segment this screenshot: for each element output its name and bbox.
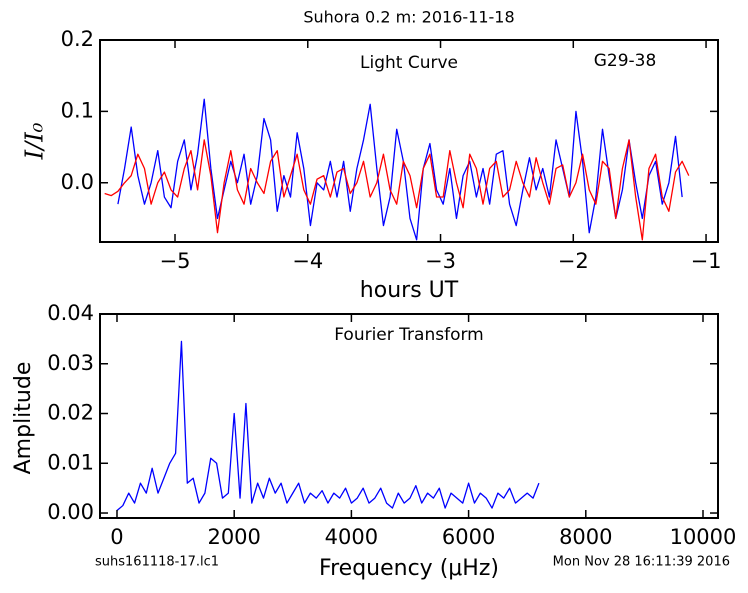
footer-left: suhs161118-17.lc1 [95, 555, 219, 570]
annotation: G29-38 [594, 51, 657, 71]
x-tick-label: −4 [292, 249, 323, 273]
plot-frame [99, 313, 719, 519]
data-line [117, 98, 683, 241]
footer-right: Mon Nov 28 16:11:39 2016 [553, 555, 730, 570]
y-tick-label: 0.1 [61, 98, 94, 122]
x-tick-label: 8000 [559, 525, 612, 549]
data-line [116, 340, 540, 512]
x-tick-label: 4000 [325, 525, 378, 549]
chart-title: Suhora 0.2 m: 2016-11-18 [303, 8, 514, 27]
x-axis-label: Frequency (μHz) [319, 556, 499, 581]
x-axis-label: hours UT [360, 278, 459, 303]
y-tick-label: 0.2 [61, 27, 94, 51]
y-tick-label: 0.0 [61, 170, 94, 194]
x-tick-label: 6000 [442, 525, 495, 549]
x-tick-label: 0 [110, 525, 123, 549]
x-tick-label: −3 [425, 249, 456, 273]
plot-frame [99, 39, 719, 243]
y-tick-label: 0.00 [47, 500, 94, 524]
y-tick-label: 0.03 [47, 351, 94, 375]
y-tick-label: 0.04 [47, 301, 94, 325]
x-tick-label: −5 [160, 249, 191, 273]
data-line [104, 139, 690, 241]
y-tick-label: 0.02 [47, 401, 94, 425]
y-axis-label: I/I₀ [21, 122, 49, 160]
annotation: Light Curve [360, 53, 458, 73]
x-tick-label: −2 [558, 249, 589, 273]
x-tick-label: 10000 [670, 525, 737, 549]
annotation: Fourier Transform [334, 325, 483, 345]
x-tick-label: 2000 [207, 525, 260, 549]
x-tick-label: −1 [691, 249, 722, 273]
y-axis-label: Amplitude [11, 362, 36, 475]
y-tick-label: 0.01 [47, 450, 94, 474]
